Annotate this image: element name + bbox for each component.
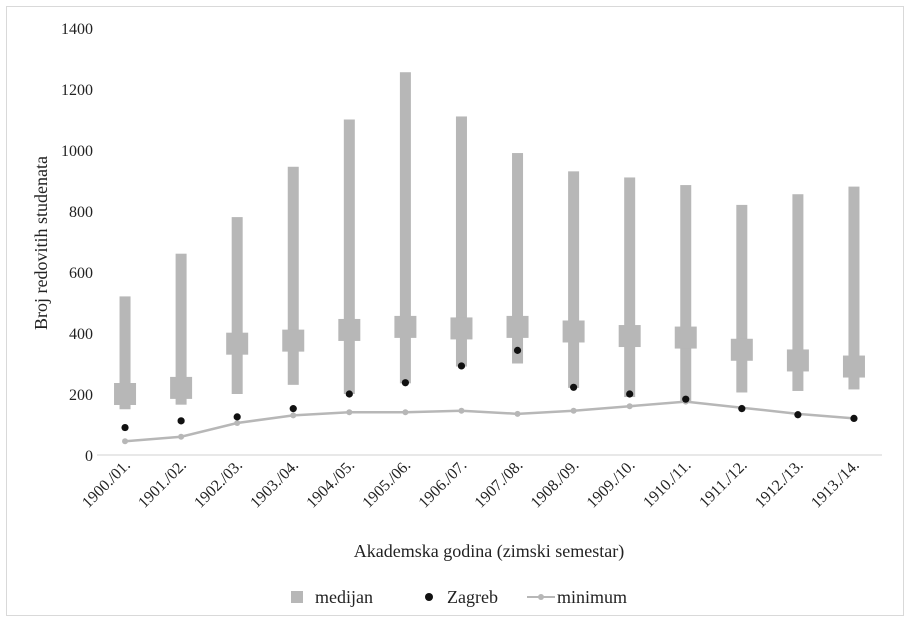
x-tick-label: 1900./01. [79, 457, 134, 512]
median-marker [226, 332, 249, 355]
y-tick-label: 200 [69, 387, 93, 404]
minimum-point [346, 409, 353, 416]
range-bar [287, 166, 299, 385]
x-tick-label: 1903./04. [247, 457, 302, 512]
x-tick-label: 1902./03. [191, 457, 246, 512]
y-tick-label: 1400 [61, 21, 93, 38]
range-bars [119, 72, 860, 410]
median-marker [842, 355, 865, 378]
median-marker [450, 317, 473, 340]
x-tick-label: 1912./13. [752, 457, 807, 512]
median-marker [170, 376, 193, 399]
zagreb-point [738, 405, 746, 413]
y-tick-label: 0 [85, 448, 93, 465]
legend: medijan Zagreb minimum [291, 587, 627, 607]
y-axis-ticks: 0 200 400 600 800 1000 1200 1400 [61, 21, 93, 465]
median-marker [394, 315, 417, 338]
zagreb-point [345, 390, 353, 398]
median-marker [282, 329, 305, 352]
zagreb-point [289, 405, 297, 413]
median-marker [338, 318, 361, 341]
chart-frame [6, 6, 904, 616]
minimum-point [626, 403, 633, 410]
y-tick-label: 1000 [61, 143, 93, 160]
minimum-point [402, 409, 409, 416]
range-bar [399, 72, 411, 384]
median-marker [730, 338, 753, 361]
zagreb-point [626, 390, 634, 398]
y-axis-label: Broj redovitih studenata [31, 156, 51, 330]
zagreb-point [457, 362, 466, 370]
range-bar [231, 217, 243, 394]
y-tick-label: 800 [69, 204, 93, 221]
y-tick-label: 600 [69, 265, 93, 282]
range-bar [455, 116, 467, 367]
legend-label-minimum: minimum [557, 587, 627, 607]
median-marker [674, 326, 697, 349]
x-tick-label: 1911./12. [696, 457, 750, 511]
zagreb-point [513, 346, 522, 354]
range-bar [119, 296, 131, 410]
range-bar [736, 204, 748, 393]
zagreb-point [401, 379, 409, 387]
range-bar [848, 186, 860, 390]
median-marker [618, 325, 641, 348]
x-tick-label: 1909./10. [584, 457, 639, 512]
x-tick-label: 1906./07. [416, 457, 471, 512]
x-axis-label: Akademska godina (zimski semestar) [354, 541, 624, 562]
x-tick-label: 1910./11. [640, 457, 694, 511]
legend-label-medijan: medijan [315, 587, 373, 607]
range-bar [624, 177, 636, 398]
minimum-line [124, 400, 855, 443]
x-tick-label: 1907./08. [472, 457, 527, 512]
range-bar [343, 119, 355, 394]
median-marker [562, 320, 585, 343]
range-bar [680, 185, 692, 402]
legend-swatch-zagreb [425, 593, 433, 601]
range-bar [568, 171, 580, 388]
legend-swatch-minimum-dot [538, 594, 544, 600]
zagreb-point [570, 383, 578, 391]
x-tick-label: 1905./06. [359, 457, 414, 512]
range-bar [512, 153, 524, 364]
x-tick-label: 1901./02. [135, 457, 190, 512]
minimum-point [458, 407, 465, 414]
x-tick-label: 1908./09. [528, 457, 583, 512]
median-marker [114, 383, 137, 405]
zagreb-point [682, 395, 690, 403]
zagreb-point [121, 423, 129, 432]
zagreb-series [121, 346, 858, 432]
minimum-point [570, 407, 577, 414]
median-marker [506, 315, 529, 338]
range-bar [175, 253, 187, 405]
zagreb-point [794, 411, 802, 419]
median-markers [114, 315, 865, 405]
x-tick-label: 1904./05. [303, 457, 358, 512]
legend-label-zagreb: Zagreb [447, 587, 498, 607]
minimum-series [122, 398, 857, 445]
minimum-point [234, 419, 241, 426]
range-bar [792, 194, 804, 391]
y-tick-label: 1200 [61, 82, 93, 99]
minimum-point [178, 433, 185, 440]
x-tick-label: 1913./14. [808, 457, 863, 512]
y-tick-label: 400 [69, 326, 93, 343]
minimum-point [290, 412, 297, 419]
zagreb-point [850, 414, 858, 422]
minimum-point [514, 410, 521, 417]
median-marker [786, 349, 809, 372]
legend-swatch-medijan [291, 591, 303, 603]
x-axis-ticks: 1900./01. 1901./02. 1902./03. 1903./04. 1904… [79, 457, 863, 512]
minimum-point [122, 438, 129, 445]
zagreb-point [233, 413, 241, 421]
zagreb-point [177, 417, 185, 425]
